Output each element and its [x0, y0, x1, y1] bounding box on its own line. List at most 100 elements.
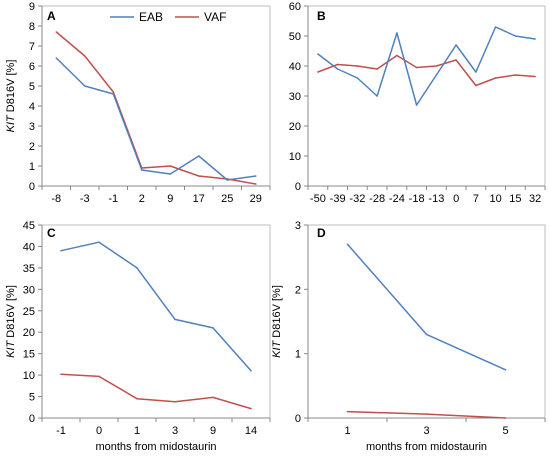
data-point-eab — [250, 370, 252, 372]
y-tick-label: 10 — [289, 151, 301, 163]
panel-letter: D — [317, 226, 326, 240]
y-tick-label: 25 — [23, 306, 35, 318]
y-axis-title-rest: D816V [%] — [5, 60, 17, 116]
y-axis-title-rest: D816V [%] — [271, 285, 283, 341]
series-line-vaf — [61, 374, 251, 408]
data-point-eab — [357, 77, 359, 79]
data-point-vaf — [198, 175, 200, 177]
data-point-eab — [60, 250, 62, 252]
y-tick-label: 2 — [295, 284, 301, 296]
y-tick-label: 30 — [289, 91, 301, 103]
y-axis-title-gene: KIT — [271, 339, 283, 357]
x-axis-title: months from midostaurin — [95, 441, 216, 453]
x-tick-label: 14 — [245, 425, 257, 437]
y-axis-title-gene: KIT — [5, 114, 17, 132]
legend-label-eab: EAB — [139, 10, 163, 24]
panel-letter: A — [47, 9, 56, 23]
y-tick-label: 20 — [23, 327, 35, 339]
data-point-vaf — [416, 67, 418, 69]
data-point-eab — [455, 44, 457, 46]
data-point-vaf — [212, 397, 214, 399]
panel-d: 0 1 2 3 1 3 5 D KIT D816V [%] months from midosta… — [271, 220, 545, 453]
data-point-vaf — [56, 31, 58, 33]
x-tick-label: 32 — [529, 193, 541, 205]
panel-b: 0 10 20 30 40 50 60 -50 -39 -32 -28 -24 -18 -13 0 7 10 15… — [289, 1, 545, 205]
data-point-vaf — [534, 76, 536, 78]
legend-label-vaf: VAF — [204, 10, 226, 24]
y-tick-label: 0 — [29, 181, 35, 193]
y-tick-label: 8 — [29, 21, 35, 33]
y-tick-label: 5 — [29, 81, 35, 93]
data-point-vaf — [347, 411, 349, 413]
x-tick-label: 0 — [453, 193, 459, 205]
data-point-vaf — [396, 55, 398, 57]
series-line-vaf — [318, 56, 535, 86]
y-tick-label: 0 — [29, 413, 35, 425]
data-point-vaf — [376, 68, 378, 70]
data-point-eab — [170, 173, 172, 175]
y-axis-title: KIT D816V [%] — [5, 60, 17, 133]
data-point-vaf — [84, 55, 86, 57]
data-point-eab — [174, 319, 176, 321]
data-point-eab — [376, 95, 378, 97]
data-point-vaf — [426, 413, 428, 415]
panel-letter: B — [317, 9, 326, 23]
y-tick-label: 40 — [289, 61, 301, 73]
data-point-eab — [495, 26, 497, 28]
data-point-vaf — [317, 71, 319, 73]
x-tick-label: -8 — [51, 193, 61, 205]
data-point-vaf — [170, 165, 172, 167]
x-tick-label: 10 — [490, 193, 502, 205]
x-tick-label: 9 — [210, 425, 216, 437]
x-tick-label: -32 — [349, 193, 365, 205]
x-tick-label: 7 — [473, 193, 479, 205]
y-axis-title-rest: D816V [%] — [5, 285, 17, 341]
y-tick-label: 3 — [29, 121, 35, 133]
data-point-eab — [136, 267, 138, 269]
legend: EAB VAF — [110, 10, 226, 24]
y-tick-label: 4 — [29, 101, 35, 113]
y-tick-label: 15 — [23, 349, 35, 361]
data-point-vaf — [60, 374, 62, 376]
data-point-vaf — [113, 91, 115, 93]
y-tick-label: 0 — [295, 413, 301, 425]
x-tick-label: 17 — [193, 193, 205, 205]
data-point-eab — [436, 74, 438, 76]
y-tick-label: 45 — [23, 220, 35, 232]
y-tick-label: 9 — [29, 1, 35, 13]
data-point-vaf — [98, 376, 100, 378]
x-tick-label: -28 — [369, 193, 385, 205]
data-point-vaf — [136, 398, 138, 400]
data-point-vaf — [174, 401, 176, 403]
x-tick-label: -3 — [80, 193, 90, 205]
x-tick-label: 1 — [344, 425, 350, 437]
data-point-eab — [98, 241, 100, 243]
data-point-eab — [255, 175, 257, 177]
panel-c: 051015202530354045-1 0 1 3 9 14CKIT D816V [%]… — [5, 220, 270, 453]
y-tick-label: 10 — [23, 370, 35, 382]
y-tick-label: 2 — [29, 141, 35, 153]
x-tick-label: 0 — [96, 425, 102, 437]
plot-frame — [42, 6, 270, 186]
y-axis-title: KIT D816V [%] — [271, 285, 283, 358]
x-tick-label: 3 — [423, 425, 429, 437]
y-tick-label: 60 — [289, 1, 301, 13]
data-point-vaf — [515, 74, 517, 76]
x-tick-label: 3 — [172, 425, 178, 437]
data-point-eab — [426, 334, 428, 336]
data-point-eab — [227, 179, 229, 181]
y-tick-label: 1 — [29, 161, 35, 173]
x-tick-label: 15 — [509, 193, 521, 205]
data-point-eab — [317, 53, 319, 55]
x-tick-label: -18 — [409, 193, 425, 205]
data-point-vaf — [436, 65, 438, 67]
series-line-eab — [348, 244, 506, 369]
data-point-eab — [56, 57, 58, 59]
x-tick-label: 1 — [134, 425, 140, 437]
data-point-eab — [337, 68, 339, 70]
data-point-vaf — [495, 77, 497, 79]
data-point-vaf — [250, 408, 252, 410]
data-point-eab — [141, 169, 143, 171]
y-tick-label: 3 — [295, 220, 301, 232]
